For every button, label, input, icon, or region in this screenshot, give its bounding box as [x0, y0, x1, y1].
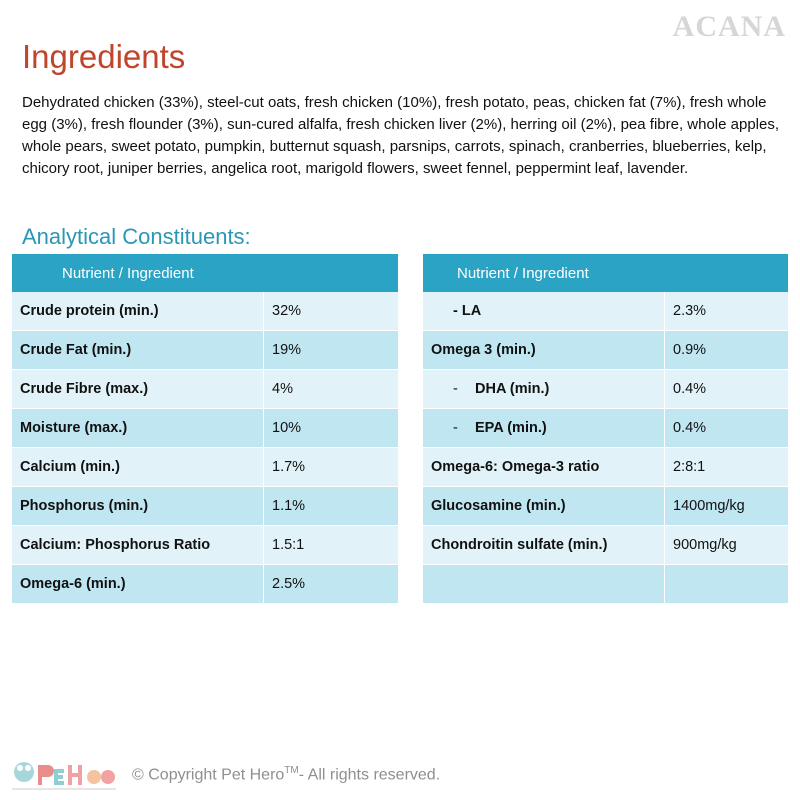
nutrient-table-right: Nutrient / Ingredient - LA 2.3% Omega 3 …	[423, 254, 788, 604]
nutrient-name: Crude protein (min.)	[12, 292, 264, 331]
table-row: Chondroitin sulfate (min.) 900mg/kg	[423, 525, 788, 565]
nutrient-name: Omega-6: Omega-3 ratio	[423, 447, 665, 487]
nutrient-name-indented: - DHA (min.)	[423, 369, 665, 409]
brand-logo: ACANA	[672, 10, 786, 43]
table-row: Crude protein (min.) 32%	[12, 292, 398, 331]
nutrient-value: 0.9%	[664, 330, 788, 370]
nutrient-name: EPA (min.)	[475, 420, 547, 436]
nutrient-value: 1400mg/kg	[664, 486, 788, 526]
table-row: - LA 2.3%	[423, 292, 788, 331]
column-header: Nutrient / Ingredient	[423, 254, 788, 292]
nutrient-name: Omega-6 (min.)	[12, 564, 264, 604]
analytical-constituents-heading: Analytical Constituents:	[22, 224, 251, 249]
nutrient-value: 1.5:1	[263, 525, 398, 565]
nutrient-name-indented: - EPA (min.)	[423, 408, 665, 448]
table-row	[423, 564, 788, 604]
nutrient-value: 900mg/kg	[664, 525, 788, 565]
nutrient-name	[423, 564, 665, 604]
copyright-prefix: © Copyright Pet Hero	[132, 766, 285, 784]
nutrient-name: Phosphorus (min.)	[12, 486, 264, 526]
table-row: Crude Fat (min.) 19%	[12, 330, 398, 370]
table-row: Omega 3 (min.) 0.9%	[423, 330, 788, 370]
dash-marker: -	[453, 381, 458, 397]
nutrient-value: 1.7%	[263, 447, 398, 487]
nutrient-value: 0.4%	[664, 408, 788, 448]
copyright-suffix: - All rights reserved.	[298, 766, 441, 784]
footer: © Copyright Pet HeroTM- All rights reser…	[10, 757, 510, 793]
nutrient-value: 4%	[263, 369, 398, 409]
nutrient-value: 1.1%	[263, 486, 398, 526]
nutrient-name: DHA (min.)	[475, 381, 550, 397]
copyright-text: © Copyright Pet HeroTM- All rights reser…	[132, 765, 440, 784]
nutrient-value: 2:8:1	[664, 447, 788, 487]
pet-hero-logo	[12, 762, 116, 790]
nutrient-name: Moisture (max.)	[12, 408, 264, 448]
nutrient-name: Crude Fat (min.)	[12, 330, 264, 370]
page-title: Ingredients	[22, 38, 186, 75]
table-row: Phosphorus (min.) 1.1%	[12, 486, 398, 526]
table-row: Crude Fibre (max.) 4%	[12, 369, 398, 409]
nutrient-name: Omega 3 (min.)	[423, 330, 665, 370]
nutrient-table-left: Nutrient / Ingredient Crude protein (min…	[12, 254, 398, 604]
table-row: Omega-6 (min.) 2.5%	[12, 564, 398, 604]
table-header-row: Nutrient / Ingredient	[12, 254, 398, 292]
nutrient-name: Calcium (min.)	[12, 447, 264, 487]
nutrient-name: Glucosamine (min.)	[423, 486, 665, 526]
table-row: Moisture (max.) 10%	[12, 408, 398, 448]
trademark-mark: TM	[284, 765, 299, 776]
nutrient-value	[664, 564, 788, 604]
nutrient-name: - LA	[423, 292, 665, 331]
nutrient-value: 0.4%	[664, 369, 788, 409]
nutrient-value: 2.5%	[263, 564, 398, 604]
table-header-row: Nutrient / Ingredient	[423, 254, 788, 292]
table-row: Calcium: Phosphorus Ratio 1.5:1	[12, 525, 398, 565]
nutrient-value: 19%	[263, 330, 398, 370]
table-row: Glucosamine (min.) 1400mg/kg	[423, 486, 788, 526]
nutrient-value: 32%	[263, 292, 398, 331]
column-header: Nutrient / Ingredient	[12, 254, 398, 292]
ingredients-list: Dehydrated chicken (33%), steel-cut oats…	[22, 94, 780, 177]
nutrient-value: 10%	[263, 408, 398, 448]
table-row: Omega-6: Omega-3 ratio 2:8:1	[423, 447, 788, 487]
nutrient-value: 2.3%	[664, 292, 788, 331]
table-row: - EPA (min.) 0.4%	[423, 408, 788, 448]
table-row: Calcium (min.) 1.7%	[12, 447, 398, 487]
nutrient-name: Calcium: Phosphorus Ratio	[12, 525, 264, 565]
dash-marker: -	[453, 420, 458, 436]
table-row: - DHA (min.) 0.4%	[423, 369, 788, 409]
nutrient-name: Crude Fibre (max.)	[12, 369, 264, 409]
nutrient-name: Chondroitin sulfate (min.)	[423, 525, 665, 565]
